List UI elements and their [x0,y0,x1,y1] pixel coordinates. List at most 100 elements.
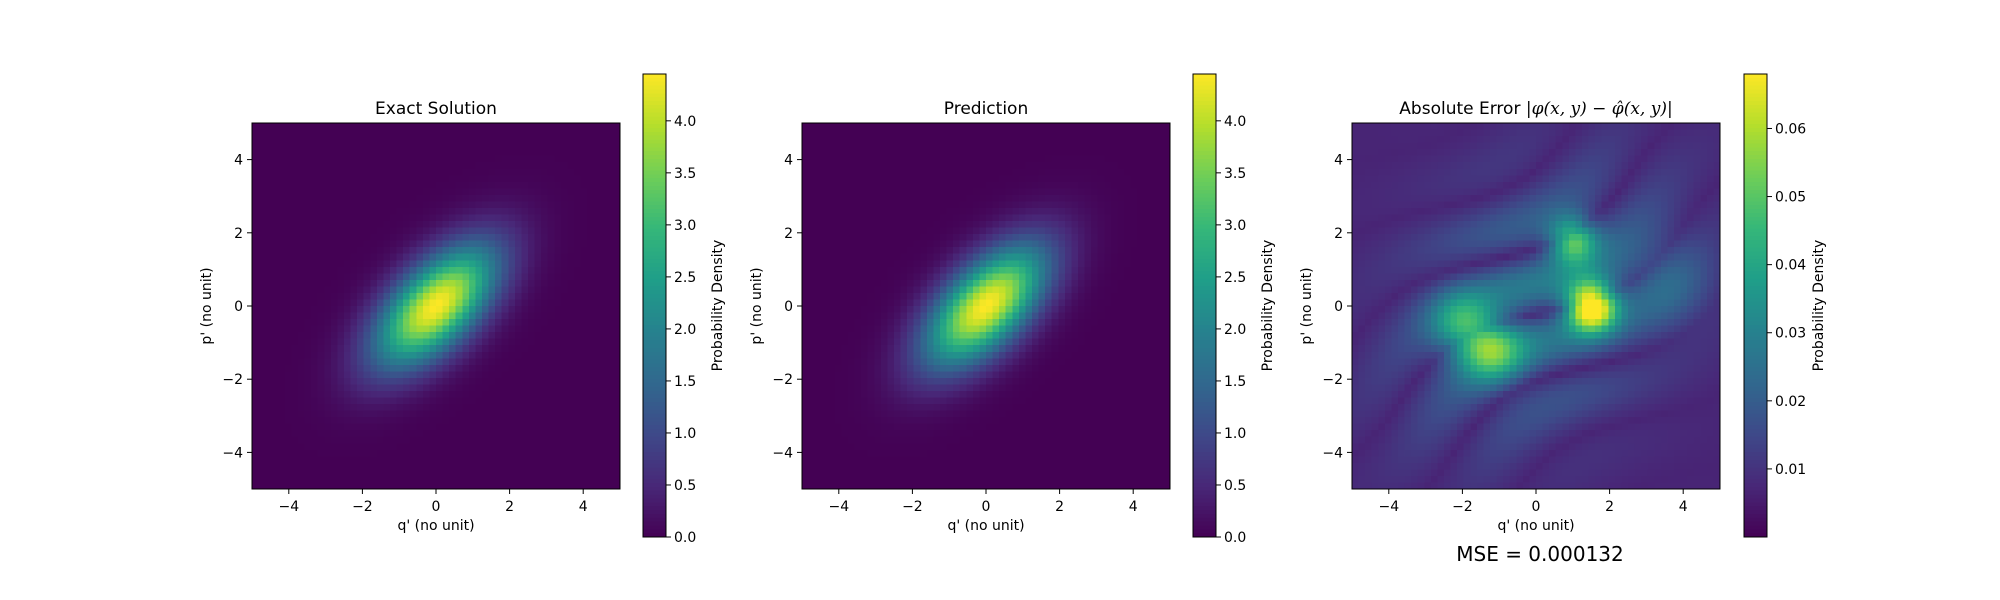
heatmap-cell [940,221,948,229]
heatmap-cell [324,279,332,287]
heatmap-cell [370,142,378,150]
heatmap-cell [271,207,279,216]
heatmap-cell [311,155,319,163]
heatmap-cell [468,123,477,131]
heatmap-cell [514,371,523,379]
heatmap-cell [284,234,293,242]
heatmap-cell [304,201,312,209]
heatmap-cell [284,253,293,261]
heatmap-cell [304,247,312,255]
heatmap-cell [613,364,621,372]
heatmap-cell [350,449,358,457]
heatmap-cell [271,404,279,412]
heatmap-cell [554,286,562,294]
heatmap-cell [291,449,299,457]
heatmap-cell [521,168,529,176]
heatmap-cell [422,129,431,137]
heatmap-cell [495,482,503,490]
heatmap-cell [383,312,391,320]
colorbar-segment [643,147,666,152]
heatmap-cell [802,168,810,176]
heatmap-cell [488,292,496,301]
heatmap-cell [442,306,450,314]
heatmap-cell [808,162,816,170]
heatmap-cell [613,397,621,405]
heatmap-cell [613,149,621,157]
heatmap-cell [337,188,345,196]
colorbar-segment [643,278,666,283]
heatmap-cell [600,175,608,183]
heatmap-cell [1012,292,1020,301]
heatmap-cell [390,371,398,379]
heatmap-cell [383,345,391,353]
heatmap-cell [834,319,843,327]
heatmap-cell [252,279,260,287]
heatmap-cell [580,456,588,464]
heatmap-cell [521,338,529,346]
heatmap-cell [298,194,306,203]
heatmap-cell [271,247,279,255]
heatmap-cell [874,279,882,287]
heatmap-cell [979,227,987,235]
heatmap-cell [258,345,266,353]
heatmap-cell [284,207,293,216]
heatmap-cell [541,377,549,386]
heatmap-cell [455,194,463,203]
heatmap-cell [449,221,457,229]
colorbar-segment [643,193,666,199]
heatmap-cell [291,129,299,137]
heatmap-cell [344,430,352,438]
heatmap-cell [600,136,608,144]
heatmap-cell [271,136,279,144]
heatmap-cell [1137,194,1145,203]
heatmap-cell [946,266,954,274]
heatmap-cell [1032,306,1040,314]
heatmap-cell [455,253,463,261]
heatmap-cell [940,306,948,314]
heatmap-cell [867,175,875,183]
heatmap-cell [999,155,1007,163]
heatmap-cell [940,207,948,216]
heatmap-cell [383,214,391,222]
heatmap-cell [455,443,463,451]
heatmap-cell [821,201,829,209]
heatmap-cell [278,390,286,399]
y-tick-label: 4 [234,153,243,169]
heatmap-cell [396,292,404,301]
heatmap-cell [802,273,810,281]
heatmap-cell [252,417,260,425]
heatmap-cell [907,266,915,274]
heatmap-cell [370,155,378,163]
heatmap-cell [252,345,260,353]
heatmap-cell [376,207,385,216]
heatmap-cell [350,136,358,144]
heatmap-cell [488,221,496,229]
heatmap-cell [1150,162,1158,170]
heatmap-cell [1078,221,1086,229]
heatmap-cell [475,371,483,379]
heatmap-cell [350,292,358,301]
heatmap-cell [350,188,358,196]
heatmap-cell [1084,142,1092,150]
heatmap-cell [926,188,935,196]
heatmap-cell [841,188,849,196]
heatmap-cell [422,155,431,163]
heatmap-cell [808,214,816,222]
heatmap-cell [821,207,829,216]
heatmap-cell [606,201,615,209]
colorbar-segment [643,351,666,357]
heatmap-cell [442,279,450,287]
heatmap-cell [534,358,542,366]
heatmap-cell [593,253,601,261]
heatmap-cell [854,319,862,327]
heatmap-cell [324,456,332,464]
heatmap-cell [298,397,306,405]
colorbar-segment [643,101,666,106]
heatmap-cell [508,482,516,490]
heatmap-cell [383,201,391,209]
heatmap-cell [488,469,496,477]
heatmap-cell [475,188,483,196]
heatmap-cell [265,397,273,405]
heatmap-cell [887,279,895,287]
heatmap-cell [350,168,358,176]
